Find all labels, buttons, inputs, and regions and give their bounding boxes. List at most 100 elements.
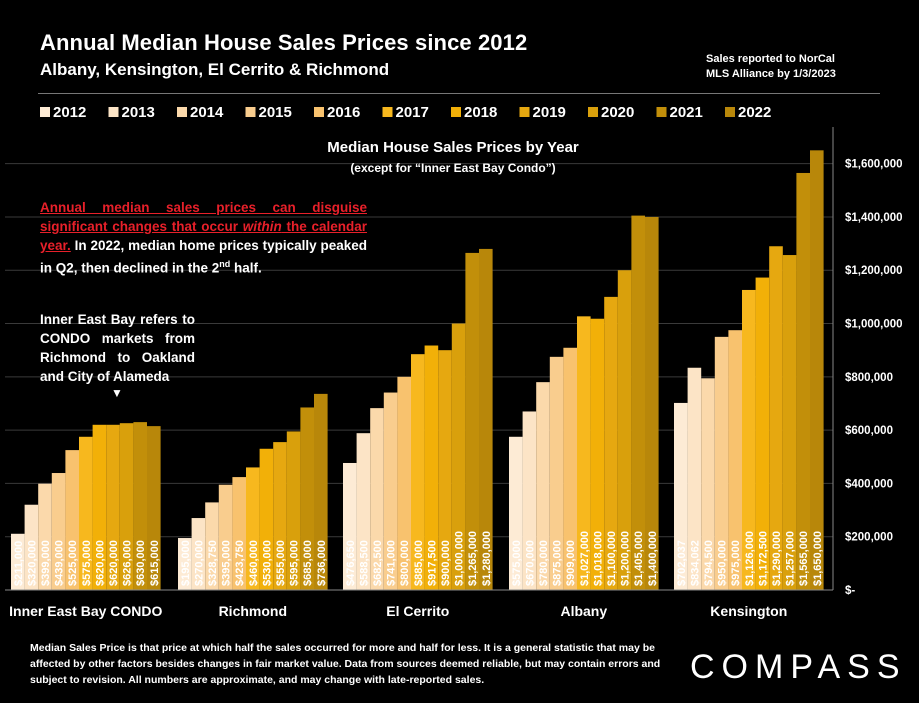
bar xyxy=(356,433,371,590)
legend-swatch xyxy=(108,107,119,117)
x-category-label: El Cerrito xyxy=(386,603,449,619)
bar xyxy=(536,382,550,590)
bar xyxy=(24,504,39,590)
bar xyxy=(273,442,287,590)
bar xyxy=(178,538,192,590)
data-label: $320,000 xyxy=(26,540,38,586)
bar xyxy=(397,376,411,590)
chart-title: Annual Median House Sales Prices since 2… xyxy=(40,30,528,55)
data-label: $975,000 xyxy=(730,540,742,586)
bar xyxy=(300,407,314,590)
bar xyxy=(343,462,357,590)
bar xyxy=(451,323,466,590)
data-label: $626,000 xyxy=(122,540,134,586)
data-label: $555,000 xyxy=(275,540,287,586)
data-label: $1,000,000 xyxy=(454,531,466,586)
bar xyxy=(522,411,537,590)
data-label: $439,000 xyxy=(54,540,66,586)
annotation-red-part1: Annual median sales prices can disguise … xyxy=(40,200,367,234)
bar xyxy=(106,424,120,590)
data-label: $328,750 xyxy=(207,540,219,586)
source-note-line1: Sales reported to NorCal xyxy=(706,53,835,65)
bar xyxy=(383,392,398,590)
bar xyxy=(133,422,147,590)
data-label: $900,000 xyxy=(440,540,452,586)
bar xyxy=(617,270,632,590)
data-label: $595,000 xyxy=(289,540,301,586)
data-label: $460,000 xyxy=(248,540,260,586)
x-category-label: Inner East Bay CONDO xyxy=(9,603,162,619)
data-label: $530,000 xyxy=(261,540,273,586)
data-label: $736,000 xyxy=(316,540,328,586)
y-tick-label: $400,000 xyxy=(845,478,893,490)
legend-swatch xyxy=(451,107,461,117)
annotation-red-part2: the calendar year. xyxy=(40,219,368,253)
y-tick-label: $800,000 xyxy=(845,372,893,384)
x-category-label: Kensington xyxy=(710,603,787,619)
legend-label: 2016 xyxy=(327,104,360,121)
bar xyxy=(314,393,328,590)
data-label: $395,000 xyxy=(221,540,233,586)
bar xyxy=(92,424,107,590)
bar xyxy=(205,502,219,590)
bar xyxy=(11,533,25,590)
data-label: $615,000 xyxy=(149,540,161,586)
data-label: $1,565,000 xyxy=(798,531,810,586)
data-label: $1,650,000 xyxy=(812,531,824,586)
data-label: $195,000 xyxy=(180,540,192,586)
y-tick-label: $1,600,000 xyxy=(845,159,903,171)
bar xyxy=(769,246,783,591)
data-label: $270,000 xyxy=(193,540,205,586)
bar-chart: $- $200,000 $400,000 $600,000 $800,000 $1,000… xyxy=(5,104,903,619)
bar xyxy=(755,277,770,590)
footer-disclaimer: Median Sales Price is that price at whic… xyxy=(30,642,661,686)
data-label: $575,000 xyxy=(81,540,93,586)
data-label: $620,000 xyxy=(94,540,106,586)
data-label: $917,500 xyxy=(426,540,438,586)
legend-swatch xyxy=(177,107,187,117)
bar xyxy=(51,473,66,590)
annotation-calendar-note: Annual median sales prices can disguise … xyxy=(40,198,367,278)
bar xyxy=(424,345,439,590)
data-label: $211,000 xyxy=(13,541,25,586)
compass-logo: COMPASS xyxy=(690,648,907,686)
annotation-black-part1: In 2022, median home prices typically pe… xyxy=(40,238,367,276)
data-label: $1,257,000 xyxy=(785,531,797,586)
data-label: $780,000 xyxy=(538,540,550,586)
legend-label: 2014 xyxy=(190,104,224,121)
bar xyxy=(119,423,134,590)
x-category-label: Richmond xyxy=(219,603,287,619)
legend-label: 2017 xyxy=(396,104,429,121)
legend-label: 2022 xyxy=(738,104,771,121)
data-label: $1,126,000 xyxy=(744,531,756,586)
bar xyxy=(79,436,93,590)
bar xyxy=(590,318,605,590)
annotation-sup: nd xyxy=(219,259,231,269)
bar xyxy=(509,436,523,590)
y-tick-label: $- xyxy=(845,585,855,597)
data-label: $1,405,000 xyxy=(633,531,645,586)
y-tick-label: $1,400,000 xyxy=(845,212,903,224)
data-label: $399,000 xyxy=(40,540,52,586)
annotation-inner-east-bay: Inner East Bay refers to CONDO markets f… xyxy=(40,312,195,384)
bar xyxy=(246,467,260,590)
legend-label: 2013 xyxy=(122,104,155,121)
data-label: $575,000 xyxy=(511,540,523,586)
bar xyxy=(232,477,246,590)
bar xyxy=(674,402,688,590)
bar xyxy=(563,347,577,590)
bar xyxy=(286,431,301,590)
data-label: $620,000 xyxy=(108,540,120,586)
bar xyxy=(147,426,161,590)
legend-swatch xyxy=(725,107,735,117)
data-label: $1,027,000 xyxy=(579,531,591,586)
source-note-line2: MLS Alliance by 1/3/2023 xyxy=(706,68,836,80)
data-label: $685,000 xyxy=(302,540,314,586)
data-label: $794,500 xyxy=(703,540,715,586)
legend-swatch xyxy=(40,107,50,117)
bar xyxy=(218,484,233,590)
data-label: $834,062 xyxy=(689,540,701,586)
data-label: $909,000 xyxy=(565,540,577,586)
data-label: $1,280,000 xyxy=(481,531,493,586)
data-label: $875,000 xyxy=(552,540,564,586)
